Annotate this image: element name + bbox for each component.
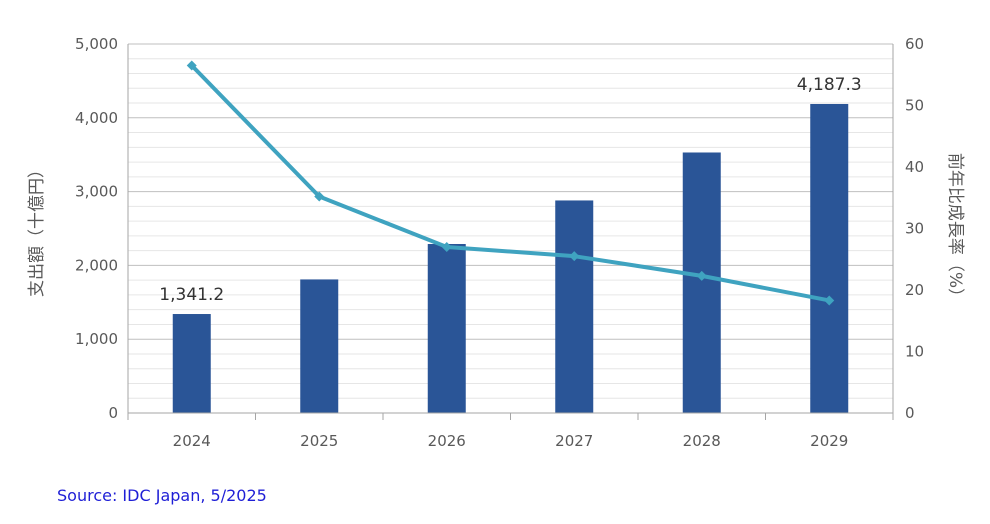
left-axis-ticks: 0 1,000 2,000 3,000 4,000 5,000	[75, 35, 118, 422]
minor-gridlines	[128, 58, 893, 399]
right-tick-label: 60	[905, 35, 924, 53]
bar-2028	[682, 152, 721, 413]
x-tick-label: 2024	[173, 432, 211, 450]
right-tick-label: 50	[905, 97, 924, 115]
bar-2025	[300, 279, 339, 413]
bar-2026	[427, 243, 466, 413]
axes	[127, 44, 894, 420]
growth-line	[190, 64, 830, 303]
line-point-2026	[441, 241, 452, 252]
x-tick-label: 2028	[683, 432, 721, 450]
x-tick-label: 2026	[428, 432, 466, 450]
line-point-2024	[186, 60, 197, 71]
right-axis-ticks: 0 10 20 30 40 50 60	[905, 35, 924, 422]
bar-2024	[172, 314, 211, 413]
major-gridlines	[128, 43, 893, 414]
y2-axis-title: 前年比成長率（%）	[945, 153, 965, 305]
left-tick-label: 4,000	[75, 109, 118, 127]
right-tick-label: 40	[905, 158, 924, 176]
left-tick-label: 1,000	[75, 330, 118, 348]
source-note: Source: IDC Japan, 5/2025	[57, 486, 267, 505]
left-tick-label: 5,000	[75, 35, 118, 53]
x-tick-label: 2025	[300, 432, 338, 450]
left-tick-label: 2,000	[75, 256, 118, 274]
left-tick-label: 3,000	[75, 183, 118, 201]
data-label-2024: 1,341.2	[159, 285, 224, 305]
left-tick-label: 0	[108, 404, 118, 422]
line-point-2027	[569, 251, 580, 262]
data-labels: 1,341.2 4,187.3	[159, 75, 861, 305]
x-tick-label: 2029	[810, 432, 848, 450]
data-label-2029: 4,187.3	[797, 75, 862, 95]
x-tick-label: 2027	[555, 432, 593, 450]
right-tick-label: 30	[905, 220, 924, 238]
line-point-2025	[314, 191, 325, 202]
right-tick-label: 10	[905, 343, 924, 361]
bar-2027	[555, 200, 594, 413]
line-point-2029	[824, 295, 835, 306]
bar-2029	[810, 103, 849, 413]
right-tick-label: 0	[905, 404, 915, 422]
bar-series	[172, 103, 849, 413]
y-axis-title: 支出額（十億円）	[27, 161, 47, 297]
x-axis-ticks: 2024 2025 2026 2027 2028 2029	[173, 432, 849, 450]
line-series	[186, 60, 835, 306]
line-point-2028	[696, 270, 707, 281]
right-tick-label: 20	[905, 281, 924, 299]
